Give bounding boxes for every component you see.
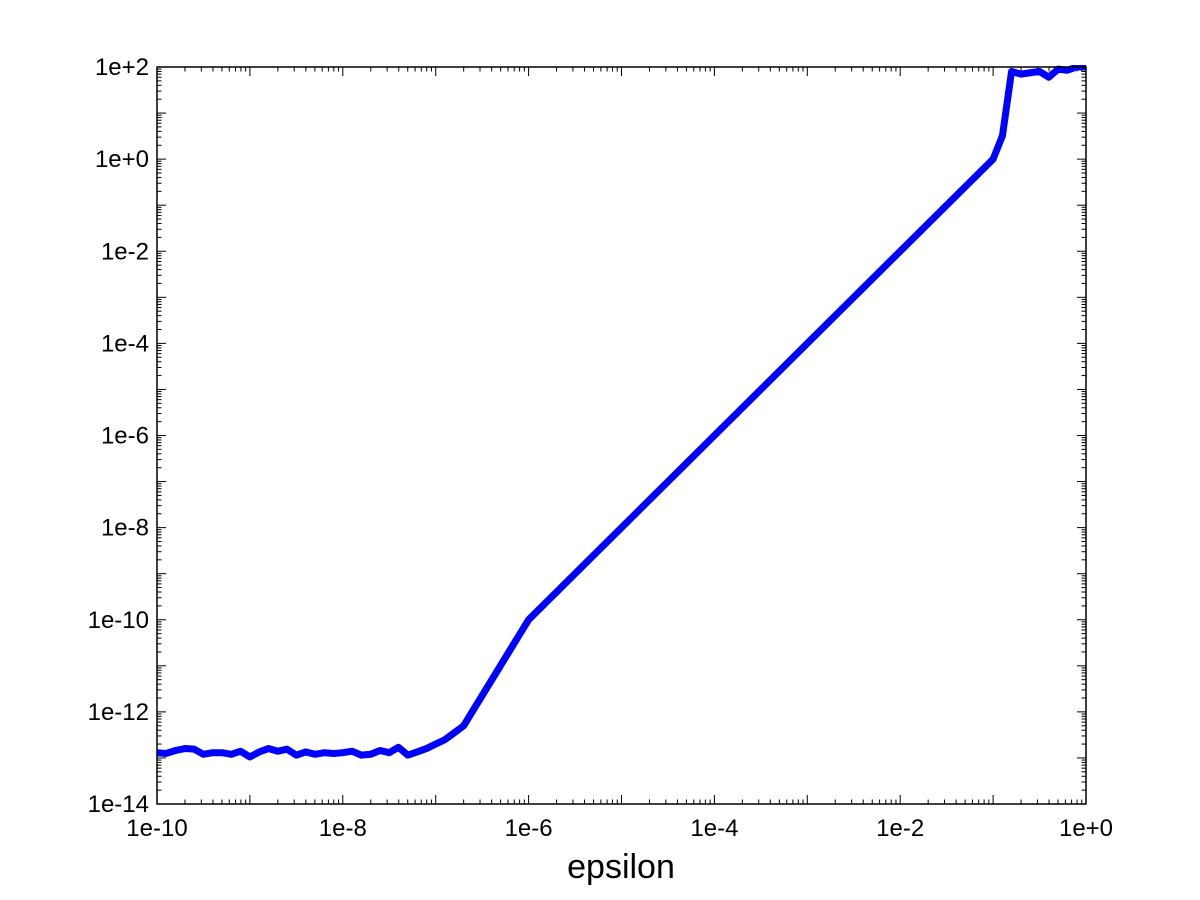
x-tick-label: 1e-6 bbox=[505, 815, 553, 842]
y-tick-label: 1e+2 bbox=[95, 54, 149, 81]
x-tick-label: 1e+0 bbox=[1059, 815, 1113, 842]
series-line bbox=[157, 65, 1086, 761]
y-tick-labels: 1e-14 1e-12 1e-10 1e-8 1e-6 1e-4 1e-2 1e+0 1e+2 bbox=[88, 54, 149, 818]
x-tick-label: 1e-10 bbox=[126, 815, 187, 842]
y-tick-label: 1e-10 bbox=[88, 607, 149, 634]
x-axis-title: epsilon bbox=[567, 848, 675, 886]
y-tick-label: 1e-4 bbox=[101, 330, 149, 357]
y-tick-label: 1e-8 bbox=[101, 515, 149, 542]
x-tick-labels: 1e-10 1e-8 1e-6 1e-4 1e-2 1e+0 bbox=[126, 815, 1113, 842]
series-layer bbox=[157, 65, 1086, 761]
plot-area-frame bbox=[156, 66, 1087, 805]
y-tick-label: 1e-2 bbox=[101, 238, 149, 265]
x-tick-label: 1e-4 bbox=[690, 815, 738, 842]
y-tick-label: 1e-6 bbox=[101, 423, 149, 450]
x-tick-label: 1e-2 bbox=[876, 815, 924, 842]
x-tick-label: 1e-8 bbox=[319, 815, 367, 842]
y-tick-label: 1e+0 bbox=[95, 146, 149, 173]
y-tick-label: 1e-12 bbox=[88, 699, 149, 726]
y-tick-label: 1e-14 bbox=[88, 791, 149, 818]
